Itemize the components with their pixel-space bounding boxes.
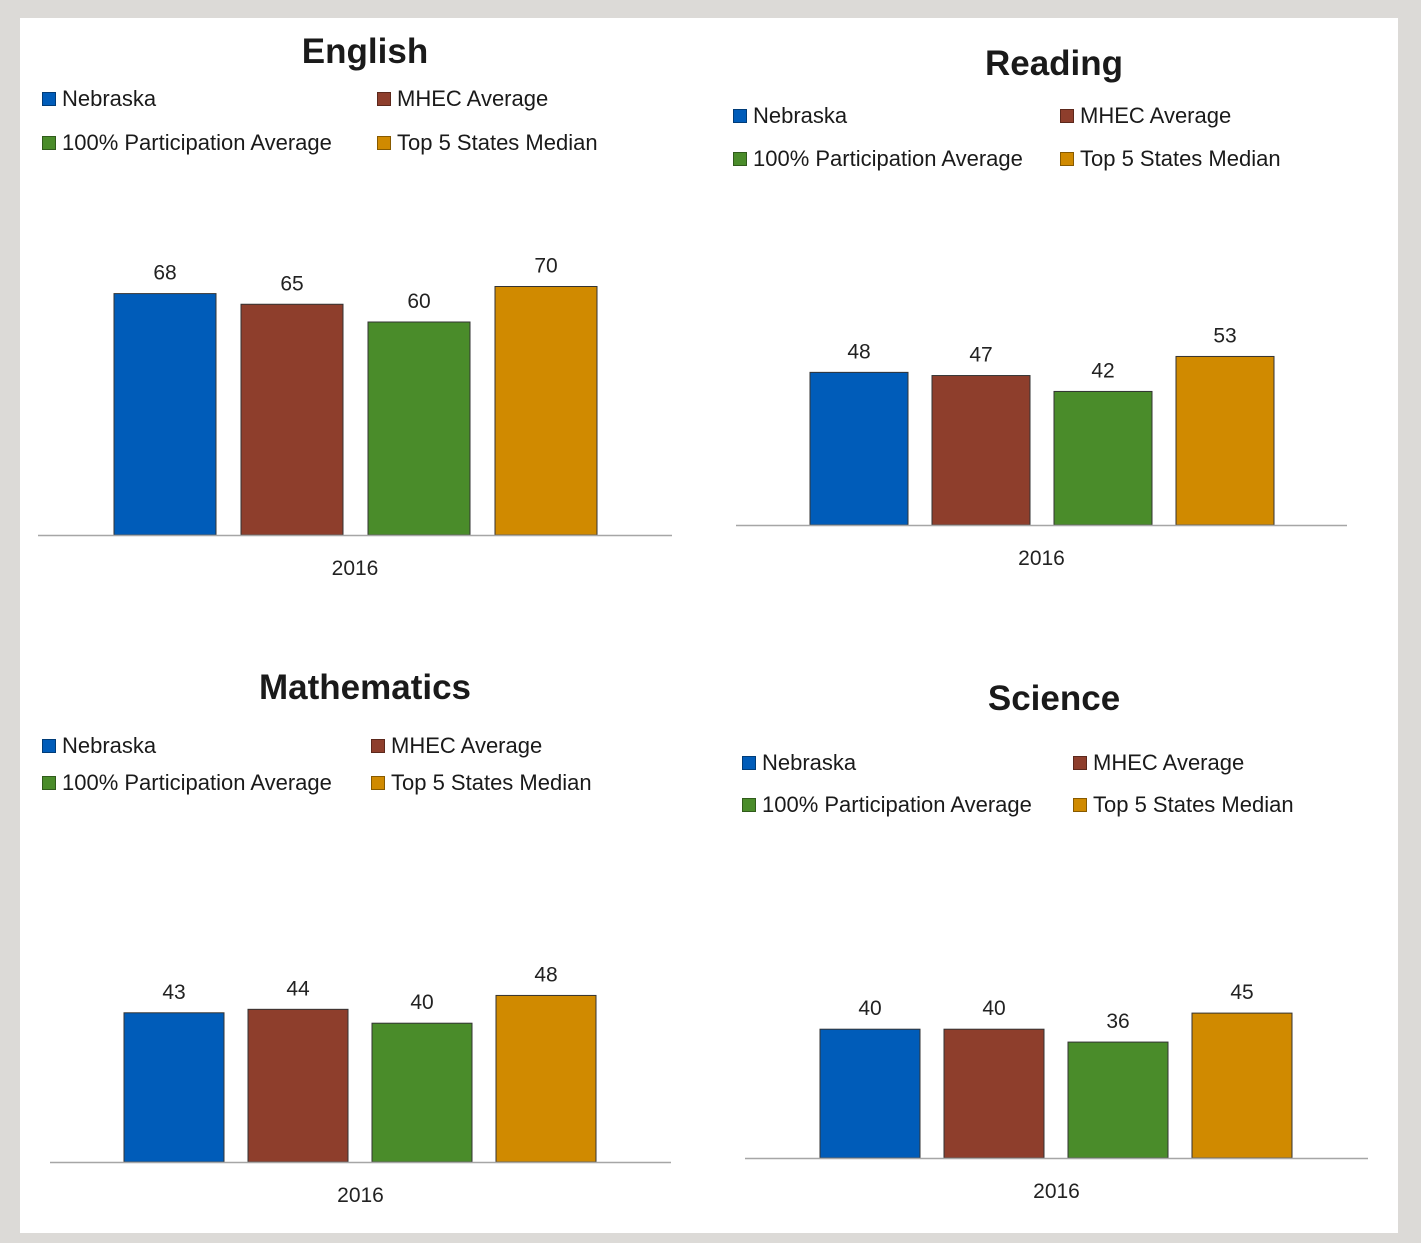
legend-item-top5-median: Top 5 States Median — [377, 130, 598, 156]
legend-label: Nebraska — [62, 86, 157, 111]
x-tick-label: 2016 — [1018, 547, 1065, 570]
legend-label: Nebraska — [762, 750, 857, 775]
chart-title: Science — [987, 679, 1121, 718]
legend-item-top5-median: Top 5 States Median — [1060, 146, 1281, 172]
data-label-top-5-states-median: 53 — [1213, 324, 1236, 347]
bar-100-participation-average — [367, 321, 471, 536]
x-tick-label: 2016 — [1033, 1180, 1080, 1203]
legend-label: Top 5 States Median — [1080, 146, 1281, 171]
bar-plot: 68 65 60 70 2016 — [38, 255, 672, 580]
reading-chart-panel: Reading Nebraska MHEC Average 100% Parti… — [710, 18, 1398, 618]
data-label-nebraska: 48 — [847, 340, 870, 363]
legend-label: Nebraska — [753, 103, 848, 128]
legend-item-participation-average: 100% Participation Average — [742, 792, 1032, 818]
data-label-mhec-average: 44 — [286, 977, 310, 1000]
bar-top-5-states-median — [495, 994, 597, 1163]
x-tick-label: 2016 — [332, 557, 379, 580]
legend-swatch — [1060, 109, 1074, 123]
bar-nebraska — [113, 293, 217, 536]
science-chart-panel: Science Nebraska MHEC Average 100% Parti… — [710, 658, 1398, 1233]
legend-item-participation-average: 100% Participation Average — [733, 146, 1023, 172]
legend-item-top5-median: Top 5 States Median — [1073, 792, 1294, 818]
bar-top-5-states-median — [1191, 1012, 1293, 1159]
legend-label: MHEC Average — [397, 86, 549, 111]
bar-plot: 40 40 36 45 2016 — [745, 981, 1368, 1203]
bar-nebraska — [819, 1028, 921, 1159]
bar-nebraska — [123, 1012, 225, 1163]
legend-label: 100% Participation Average — [762, 792, 1032, 817]
legend-swatch — [742, 756, 756, 770]
legend-label: 100% Participation Average — [753, 146, 1023, 171]
bar-plot: 43 44 40 48 2016 — [50, 963, 671, 1207]
legend-swatch — [1073, 756, 1087, 770]
chart-title: Reading — [984, 44, 1124, 83]
legend-swatch — [742, 798, 756, 812]
legend-label: 100% Participation Average — [62, 130, 332, 155]
legend-label: Top 5 States Median — [1093, 792, 1294, 817]
bar-mhec-average — [931, 375, 1031, 526]
chart-title: Mathematics — [258, 668, 472, 707]
bar-top-5-states-median — [494, 286, 598, 536]
legend-label: Top 5 States Median — [397, 130, 598, 155]
bar-100-participation-average — [371, 1022, 473, 1163]
bar-mhec-average — [240, 303, 344, 536]
legend-swatch — [42, 776, 56, 790]
legend-label: Nebraska — [62, 733, 157, 758]
data-label-100-participation-average: 42 — [1091, 359, 1114, 382]
legend-item-nebraska: Nebraska — [742, 750, 856, 776]
legend-swatch — [1073, 798, 1087, 812]
data-label-100-participation-average: 40 — [410, 991, 433, 1014]
bar-100-participation-average — [1067, 1041, 1169, 1159]
data-label-mhec-average: 40 — [982, 997, 1005, 1020]
data-label-nebraska: 68 — [153, 262, 176, 285]
legend-swatch — [1060, 152, 1074, 166]
data-label-mhec-average: 47 — [969, 344, 992, 367]
legend-item-participation-average: 100% Participation Average — [42, 770, 332, 796]
mathematics-chart-panel: Mathematics Nebraska MHEC Average 100% P… — [20, 658, 710, 1233]
legend-item-mhec-average: MHEC Average — [371, 733, 542, 759]
bar-plot: 48 47 42 53 2016 — [736, 324, 1347, 570]
legend-item-nebraska: Nebraska — [733, 103, 847, 129]
legend-swatch — [371, 739, 385, 753]
bar-nebraska — [809, 371, 909, 526]
legend-label: MHEC Average — [1093, 750, 1245, 775]
legend-swatch — [733, 152, 747, 166]
report-frame: English Nebraska MHEC Average 100% Parti… — [20, 18, 1398, 1233]
data-label-mhec-average: 65 — [280, 272, 303, 295]
bar-mhec-average — [943, 1028, 1045, 1159]
bar-top-5-states-median — [1175, 355, 1275, 526]
legend-swatch — [42, 136, 56, 150]
data-label-top-5-states-median: 48 — [534, 963, 557, 986]
legend-item-nebraska: Nebraska — [42, 733, 156, 759]
legend-label: MHEC Average — [1080, 103, 1232, 128]
legend-swatch — [42, 92, 56, 106]
bar-mhec-average — [247, 1008, 349, 1163]
legend-item-mhec-average: MHEC Average — [377, 86, 548, 112]
legend-label: MHEC Average — [391, 733, 543, 758]
data-label-100-participation-average: 36 — [1106, 1010, 1129, 1033]
data-label-top-5-states-median: 70 — [534, 255, 557, 278]
legend-swatch — [733, 109, 747, 123]
legend-swatch — [42, 739, 56, 753]
data-label-top-5-states-median: 45 — [1230, 981, 1253, 1004]
legend-item-nebraska: Nebraska — [42, 86, 156, 112]
data-label-100-participation-average: 60 — [407, 290, 430, 313]
legend-label: 100% Participation Average — [62, 770, 332, 795]
x-tick-label: 2016 — [337, 1184, 384, 1207]
legend-swatch — [371, 776, 385, 790]
legend-item-mhec-average: MHEC Average — [1060, 103, 1231, 129]
legend-item-top5-median: Top 5 States Median — [371, 770, 592, 796]
chart-title: English — [301, 32, 429, 71]
legend-swatch — [377, 92, 391, 106]
legend-swatch — [377, 136, 391, 150]
data-label-nebraska: 43 — [162, 981, 185, 1004]
english-chart-panel: English Nebraska MHEC Average 100% Parti… — [20, 18, 710, 618]
legend-item-mhec-average: MHEC Average — [1073, 750, 1244, 776]
data-label-nebraska: 40 — [858, 997, 881, 1020]
legend-item-participation-average: 100% Participation Average — [42, 130, 332, 156]
bar-100-participation-average — [1053, 390, 1153, 526]
legend-label: Top 5 States Median — [391, 770, 592, 795]
